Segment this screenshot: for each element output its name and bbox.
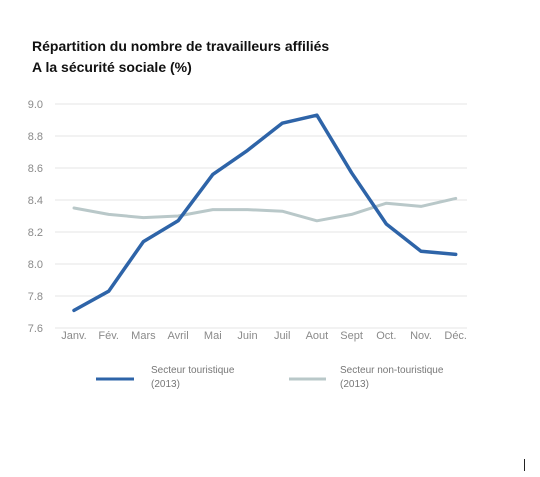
x-axis-tick-labels: Janv. Fév. Mars Avril Mai Juin Juil Aout Sept Oct…	[61, 330, 467, 342]
x-tick-label: Mai	[204, 330, 222, 342]
x-tick-label: Oct.	[376, 330, 396, 342]
x-tick-label: Mars	[131, 330, 156, 342]
text-cursor-mark	[524, 459, 525, 471]
chart-title-line-1: Répartition du nombre de travailleurs af…	[32, 38, 330, 54]
y-tick-label: 7.8	[28, 291, 43, 303]
series-line-1	[72, 196, 458, 223]
x-tick-label: Juil	[274, 330, 291, 342]
y-tick-label: 8.2	[28, 227, 43, 239]
legend-label-0: (2013)	[151, 379, 180, 390]
legend-label-0: Secteur touristique	[151, 365, 235, 376]
gridlines	[55, 103, 467, 329]
y-tick-label: 8.4	[28, 195, 43, 207]
legend-label-1: Secteur non-touristique	[340, 365, 444, 376]
x-tick-label: Aout	[306, 330, 329, 342]
y-tick-label: 8.6	[28, 163, 43, 175]
series-lines	[72, 113, 458, 313]
series-line-0	[72, 113, 458, 313]
x-tick-label: Juin	[237, 330, 257, 342]
x-tick-label: Déc.	[444, 330, 467, 342]
x-tick-label: Fév.	[98, 330, 119, 342]
x-tick-label: Sept	[340, 330, 363, 342]
y-tick-label: 8.8	[28, 131, 43, 143]
chart-title-line-2: A la sécurité sociale (%)	[32, 59, 192, 75]
y-tick-label: 7.6	[28, 323, 43, 335]
legend-label-1: (2013)	[340, 379, 369, 390]
chart-title: Répartition du nombre de travailleurs af…	[32, 36, 329, 78]
y-tick-label: 8.0	[28, 259, 43, 271]
x-tick-label: Avril	[167, 330, 188, 342]
y-tick-label: 9.0	[28, 99, 43, 111]
x-tick-label: Nov.	[410, 330, 432, 342]
y-axis-tick-labels: 9.0 8.8 8.6 8.4 8.2 8.0 7.8 7.6	[28, 99, 43, 335]
x-tick-label: Janv.	[61, 330, 86, 342]
legend: Secteur touristique (2013) Secteur non-tou…	[96, 365, 444, 390]
